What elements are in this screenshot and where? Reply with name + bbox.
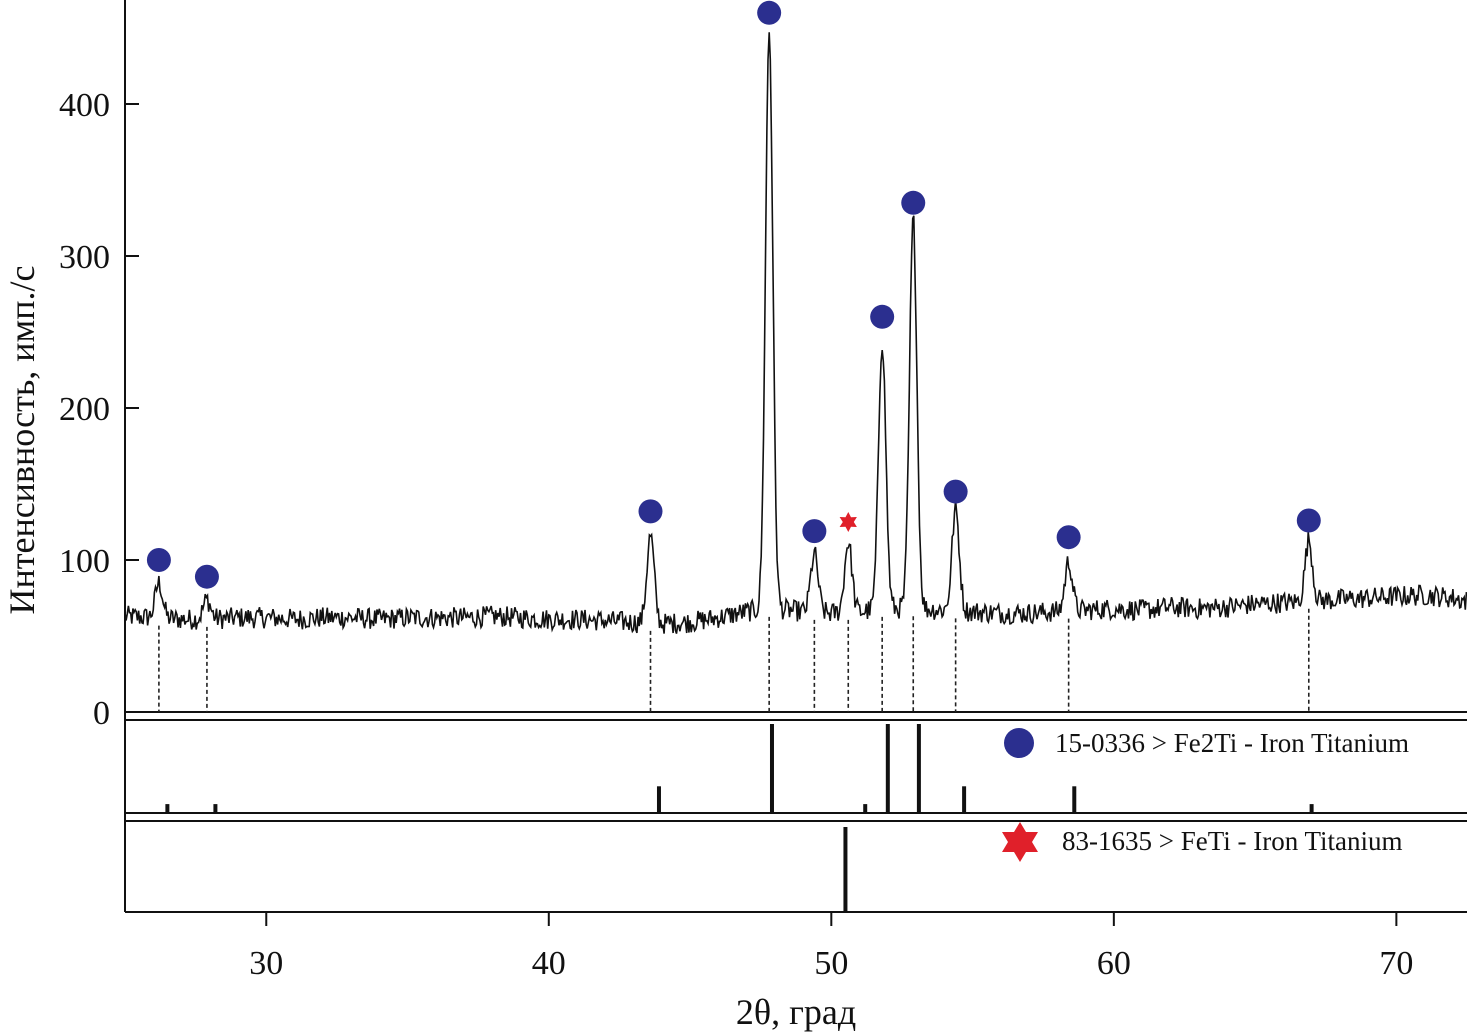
x-axis-ticks: 30 40 50 60 70 (249, 912, 1413, 982)
reference-lines-fe2ti (165, 724, 1314, 813)
peak-guide-lines (158, 608, 1310, 712)
diffraction-pattern (124, 32, 1467, 634)
fe2ti-circle-marker (870, 304, 895, 329)
y-axis-ticks: 0 100 200 300 400 (59, 87, 139, 732)
y-tick-label: 400 (59, 87, 110, 124)
x-axis-title: 2θ, град (736, 992, 856, 1032)
legend-fe2ti: 15-0336 > Fe2Ti - Iron Titanium (1004, 728, 1409, 758)
y-tick-label: 0 (93, 695, 110, 732)
pattern-line (124, 32, 1467, 634)
fe2ti-circle-marker (194, 564, 219, 589)
fe2ti-circle-marker (901, 190, 926, 215)
x-tick-label: 70 (1379, 945, 1413, 982)
x-tick-label: 50 (814, 945, 848, 982)
legend-star-icon (1002, 822, 1038, 862)
feti-star-marker (839, 512, 857, 532)
fe2ti-circle-marker (1296, 508, 1321, 533)
fe2ti-circle-marker (1056, 525, 1081, 550)
fe2ti-circle-marker (638, 499, 663, 524)
y-tick-label: 100 (59, 543, 110, 580)
y-axis-title: Интенсивность, имп./с (2, 265, 42, 614)
fe2ti-circle-marker (146, 548, 171, 572)
y-tick-label: 200 (59, 391, 110, 428)
phase-markers (146, 0, 1321, 589)
x-tick-label: 30 (249, 945, 283, 982)
legend-fe2ti-label: 15-0336 > Fe2Ti - Iron Titanium (1055, 728, 1409, 758)
y-tick-label: 300 (59, 239, 110, 276)
fe2ti-circle-marker (943, 479, 968, 504)
x-tick-label: 60 (1097, 945, 1131, 982)
x-tick-label: 40 (532, 945, 566, 982)
fe2ti-circle-marker (757, 0, 782, 25)
legend-circle-icon (1004, 728, 1034, 758)
legend-feti-label: 83-1635 > FeTi - Iron Titanium (1062, 826, 1403, 856)
legend-feti: 83-1635 > FeTi - Iron Titanium (1002, 822, 1403, 862)
fe2ti-circle-marker (802, 519, 827, 544)
